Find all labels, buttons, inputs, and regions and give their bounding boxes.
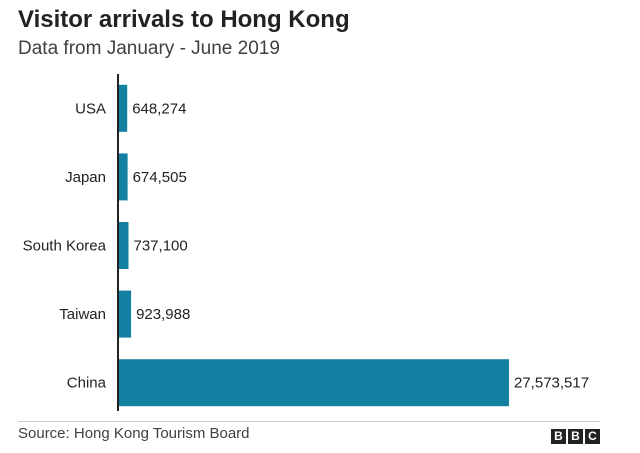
category-label: China: [67, 375, 107, 392]
value-label: 674,505: [133, 169, 187, 186]
chart-title: Visitor arrivals to Hong Kong: [18, 6, 350, 33]
bbc-logo-letter: B: [568, 429, 583, 444]
bar-taiwan: [118, 290, 132, 338]
value-label: 648,274: [132, 100, 186, 117]
category-label: Japan: [65, 169, 106, 186]
value-label: 737,100: [134, 238, 188, 255]
source-note: Source: Hong Kong Tourism Board: [18, 425, 250, 442]
category-label: USA: [75, 100, 106, 117]
bbc-logo-letter: B: [551, 429, 566, 444]
bar-japan: [118, 153, 128, 201]
category-label: South Korea: [23, 238, 107, 255]
category-label: Taiwan: [59, 306, 106, 323]
footer-divider: [18, 421, 600, 422]
value-label: 923,988: [136, 306, 190, 323]
bbc-logo: B B C: [551, 429, 600, 444]
chart-subtitle: Data from January - June 2019: [18, 38, 280, 59]
bar-china: [118, 359, 509, 407]
value-label: 27,573,517: [514, 375, 589, 392]
bbc-logo-letter: C: [585, 429, 600, 444]
bar-usa: [118, 84, 128, 132]
bar-chart: USA 648,274 Japan 674,505 South Korea 737,100…: [23, 74, 589, 411]
bar-south-korea: [118, 222, 129, 269]
